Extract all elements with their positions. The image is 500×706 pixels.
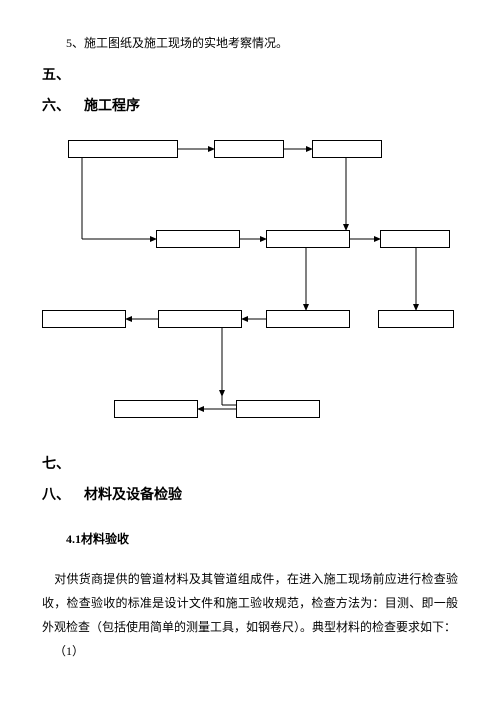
section-eight-title: 材料及设备检验 xyxy=(84,488,182,503)
subsection-4-1: 4.1材料验收 xyxy=(42,528,458,551)
flow-box-b6 xyxy=(380,230,450,248)
flow-box-b4 xyxy=(156,230,240,248)
section-five: 五、 xyxy=(42,61,458,92)
flow-box-b2 xyxy=(214,140,284,158)
flowchart xyxy=(42,140,456,440)
section-eight: 八、 材料及设备检验 xyxy=(42,481,458,512)
section-eight-num: 八、 xyxy=(42,488,70,503)
paragraph-1: 对供货商提供的管道材料及其管道组成件，在进入施工现场前应进行检查验收，检查验收的… xyxy=(42,567,458,639)
paragraph-2: （1） xyxy=(42,639,458,663)
flow-box-b5 xyxy=(266,230,350,248)
flow-box-b1 xyxy=(68,140,178,158)
section-six-title: 施工程序 xyxy=(84,99,140,114)
section-six: 六、 施工程序 xyxy=(42,92,458,123)
flow-box-b7 xyxy=(42,310,126,328)
section-seven: 七、 xyxy=(42,450,458,481)
section-six-num: 六、 xyxy=(42,99,70,114)
flow-box-b12 xyxy=(236,400,320,418)
subsection-num: 4.1 xyxy=(66,532,81,546)
intro-item-5: 5、施工图纸及施工现场的实地考察情况。 xyxy=(42,32,458,55)
flow-box-b3 xyxy=(312,140,382,158)
flow-box-b11 xyxy=(114,400,198,418)
flow-box-b10 xyxy=(378,310,454,328)
flow-box-b8 xyxy=(158,310,242,328)
flow-box-b9 xyxy=(266,310,350,328)
subsection-title: 材料验收 xyxy=(81,532,129,546)
